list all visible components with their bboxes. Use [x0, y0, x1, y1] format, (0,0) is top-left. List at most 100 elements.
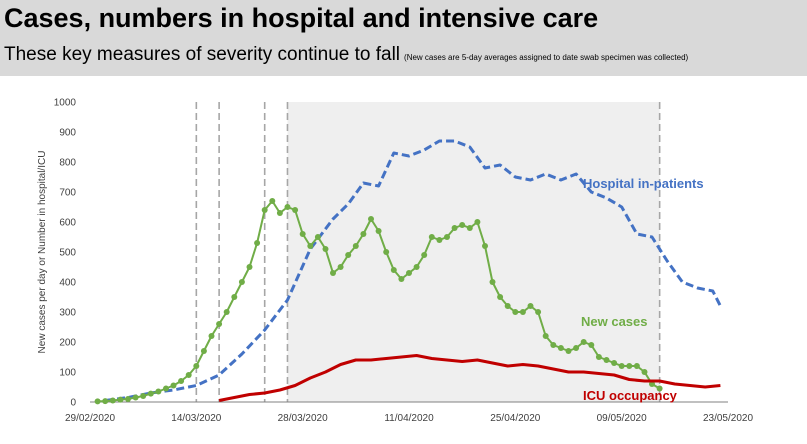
- new-cases-point: [102, 398, 109, 405]
- new-cases-point: [444, 234, 450, 240]
- new-cases-point: [216, 321, 223, 327]
- new-cases-point: [238, 279, 245, 285]
- new-cases-point: [580, 339, 587, 345]
- y-tick-label: 400: [59, 278, 76, 289]
- header-banner: Cases, numbers in hospital and intensive…: [0, 0, 807, 76]
- new-cases-point: [360, 231, 367, 237]
- y-tick-label: 600: [59, 218, 76, 229]
- new-cases-point: [474, 219, 481, 225]
- new-cases-point: [557, 345, 564, 351]
- new-cases-point: [618, 363, 625, 369]
- new-cases-point: [573, 345, 580, 351]
- new-cases-point: [299, 231, 306, 237]
- new-cases-point: [330, 270, 336, 276]
- new-cases-point: [170, 382, 177, 389]
- new-cases-point: [254, 240, 261, 246]
- x-tick-label: 14/03/2020: [171, 413, 221, 424]
- new-cases-point: [497, 294, 504, 300]
- new-cases-point: [565, 348, 572, 354]
- shaded-region: [287, 102, 660, 402]
- new-cases-point: [626, 363, 633, 369]
- new-cases-point: [421, 252, 428, 258]
- new-cases-point: [611, 360, 618, 366]
- new-cases-point: [489, 279, 496, 285]
- new-cases-point: [163, 385, 169, 392]
- new-cases-point: [603, 357, 610, 363]
- new-cases-point: [185, 372, 192, 378]
- new-cases-point: [482, 243, 488, 249]
- series-line-2: [218, 354, 721, 402]
- new-cases-point: [451, 225, 458, 231]
- new-cases-point: [436, 237, 443, 243]
- y-tick-label: 500: [59, 248, 76, 259]
- new-cases-point: [352, 243, 359, 249]
- new-cases-point: [542, 333, 549, 339]
- new-cases-point: [368, 216, 374, 222]
- y-axis-label: New cases per day or Number in hospital/…: [37, 151, 48, 354]
- new-cases-point: [466, 225, 473, 231]
- new-cases-point: [94, 398, 101, 405]
- new-cases-point: [656, 385, 663, 392]
- new-cases-point: [292, 207, 299, 213]
- new-cases-point: [246, 264, 253, 270]
- series-label-1: New cases: [581, 314, 648, 329]
- new-cases-point: [512, 309, 519, 315]
- new-cases-point: [345, 252, 352, 258]
- y-tick-label: 300: [59, 308, 76, 319]
- new-cases-point: [147, 390, 154, 397]
- new-cases-point: [375, 228, 382, 234]
- subtitle-text: These key measures of severity continue …: [4, 44, 401, 65]
- new-cases-point: [269, 198, 276, 204]
- new-cases-point: [314, 234, 321, 240]
- page-title: Cases, numbers in hospital and intensive…: [4, 3, 599, 33]
- new-cases-point: [117, 396, 124, 403]
- new-cases-point: [276, 210, 283, 216]
- new-cases-point: [200, 348, 207, 354]
- new-cases-point: [125, 396, 131, 402]
- x-tick-label: 28/03/2020: [278, 413, 328, 424]
- new-cases-point: [307, 243, 314, 249]
- new-cases-point: [413, 264, 420, 270]
- new-cases-point: [193, 363, 200, 369]
- new-cases-point: [109, 397, 116, 404]
- new-cases-point: [383, 249, 390, 255]
- new-cases-point: [641, 369, 648, 375]
- new-cases-point: [595, 354, 602, 360]
- new-cases-point: [223, 309, 230, 315]
- y-tick-label: 700: [59, 188, 76, 199]
- new-cases-point: [178, 378, 185, 384]
- new-cases-point: [231, 294, 238, 300]
- new-cases-point: [550, 342, 557, 348]
- x-tick-label: 23/05/2020: [703, 413, 753, 424]
- new-cases-point: [504, 303, 511, 309]
- x-tick-label: 09/05/2020: [597, 413, 647, 424]
- new-cases-point: [527, 303, 534, 309]
- y-tick-label: 200: [59, 338, 76, 349]
- new-cases-point: [390, 267, 397, 273]
- new-cases-point: [535, 309, 542, 315]
- new-cases-point: [322, 246, 329, 252]
- series-line-0: [105, 139, 722, 402]
- x-tick-label: 29/02/2020: [65, 413, 115, 424]
- y-tick-label: 900: [59, 128, 76, 139]
- series-label-0: Hospital in-patients: [583, 176, 704, 191]
- new-cases-point: [261, 207, 268, 213]
- page-subtitle: These key measures of severity continue …: [4, 44, 688, 66]
- line-chart: 0 100 200 300 400 500 600 700 800 900 1000 29/02/20…: [37, 98, 753, 425]
- new-cases-point: [428, 234, 435, 240]
- new-cases-point: [406, 270, 412, 276]
- y-tick-label: 0: [70, 398, 76, 409]
- new-cases-point: [140, 393, 147, 399]
- x-tick-label: 25/04/2020: [490, 413, 540, 424]
- new-cases-point: [284, 204, 291, 210]
- new-cases-point: [132, 394, 139, 401]
- series-label-2: ICU occupancy: [583, 388, 678, 403]
- y-tick-label: 1000: [54, 98, 77, 109]
- new-cases-point: [208, 333, 215, 339]
- new-cases-point: [633, 363, 640, 369]
- y-tick-label: 100: [59, 368, 76, 379]
- new-cases-point: [459, 222, 466, 228]
- new-cases-point: [588, 342, 595, 348]
- y-tick-label: 800: [59, 158, 76, 169]
- subtitle-note: (New cases are 5-day averages assigned t…: [404, 53, 689, 62]
